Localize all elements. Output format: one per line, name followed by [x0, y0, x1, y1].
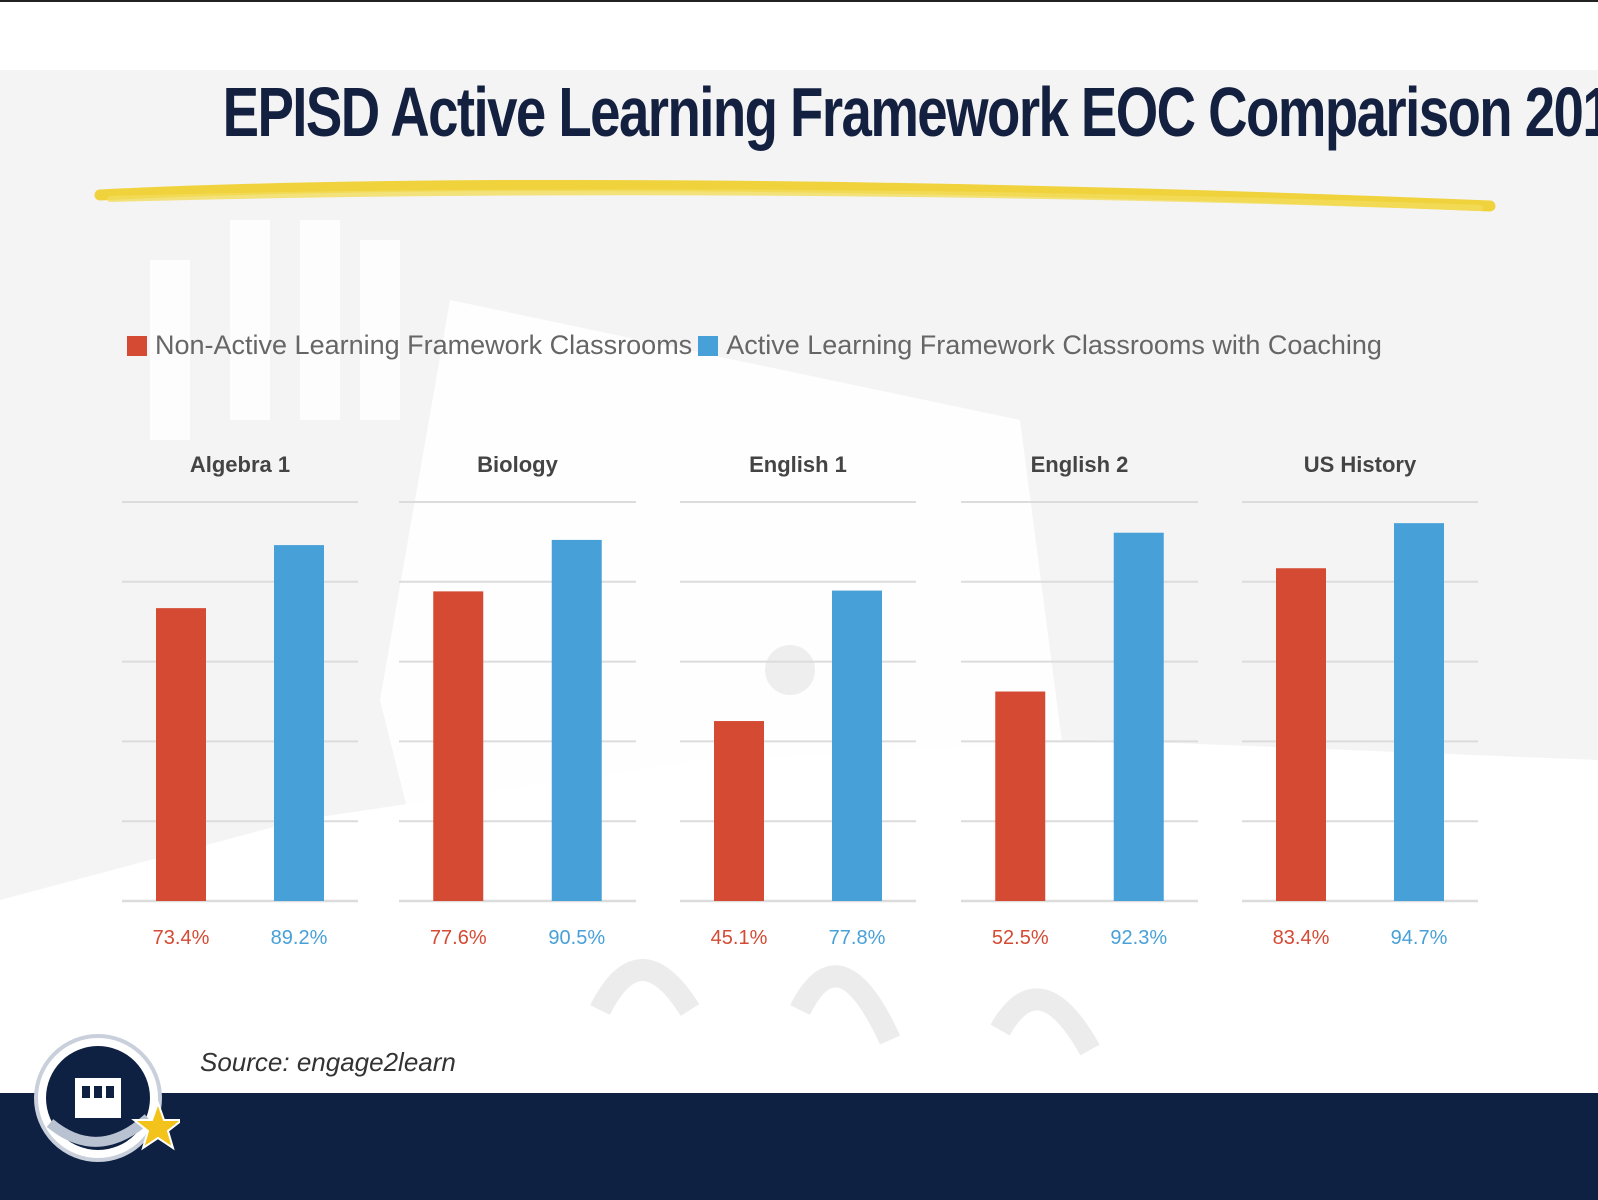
bar [1113, 532, 1164, 901]
data-label: 73.4% [153, 927, 210, 949]
bar [274, 545, 324, 901]
data-label: 83.4% [1273, 927, 1330, 949]
legend-item-non-active: Non-Active Learning Framework Classrooms [127, 330, 692, 361]
category-label: English 2 [1031, 452, 1129, 477]
data-label: 90.5% [548, 927, 605, 949]
category-label: Algebra 1 [190, 452, 290, 477]
data-label: 77.6% [430, 927, 487, 949]
bar [156, 608, 206, 901]
bar [433, 591, 484, 901]
bar [714, 721, 764, 901]
footer-bar [0, 1093, 1598, 1200]
legend-item-active: Active Learning Framework Classrooms wit… [698, 330, 1382, 361]
legend-label-non-active: Non-Active Learning Framework Classrooms [155, 330, 693, 360]
source-note: Source: engage2learn [200, 1047, 456, 1077]
legend-label-active: Active Learning Framework Classrooms wit… [726, 330, 1382, 360]
data-label: 52.5% [992, 927, 1049, 949]
legend-swatch-red [127, 335, 147, 356]
category-label: English 1 [749, 452, 847, 477]
data-label: 89.2% [271, 927, 328, 949]
data-label: 45.1% [711, 927, 768, 949]
data-label: 94.7% [1391, 927, 1448, 949]
data-label: 92.3% [1110, 927, 1167, 949]
chart-legend: Non-Active Learning Framework Classrooms… [127, 330, 1388, 361]
bar [995, 691, 1046, 901]
top-border [0, 0, 1598, 2]
district-logo [34, 1034, 180, 1162]
bar [1394, 523, 1444, 901]
category-label: US History [1304, 452, 1417, 477]
category-label: Biology [477, 452, 558, 477]
bar [551, 539, 602, 901]
bar [1276, 568, 1326, 901]
page-title: EPISD Active Learning Framework EOC Comp… [222, 73, 1598, 151]
data-label: 77.8% [829, 927, 886, 949]
legend-swatch-blue [698, 335, 719, 356]
bar [832, 590, 882, 901]
